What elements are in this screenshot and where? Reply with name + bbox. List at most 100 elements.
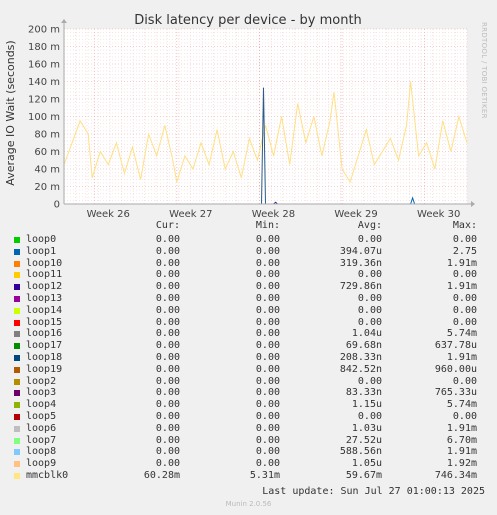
legend-max: 1.91m xyxy=(446,446,477,458)
legend-swatch xyxy=(14,355,20,361)
legend-series-name: loop5 xyxy=(26,411,57,422)
chart: Disk latency per device - by month Avera… xyxy=(4,13,475,220)
legend-series-name: loop10 xyxy=(26,257,63,269)
legend-swatch xyxy=(14,237,20,243)
legend-swatch xyxy=(14,390,20,397)
legend-cur: 0.00 xyxy=(155,411,180,422)
legend-min: 0.00 xyxy=(255,375,280,387)
y-tick-label: 80 m xyxy=(34,130,60,141)
legend-swatch xyxy=(14,319,20,326)
legend-swatch xyxy=(14,414,20,420)
legend-series-name: loop11 xyxy=(26,269,63,281)
legend-swatch xyxy=(14,307,20,314)
legend-min: 0.00 xyxy=(255,340,280,352)
y-tick-label: 40 m xyxy=(34,165,60,176)
legend-series-name: loop9 xyxy=(26,458,57,470)
legend-series-name: loop13 xyxy=(26,293,63,304)
y-tick-label: 0 xyxy=(54,200,60,211)
header-cur: Cur: xyxy=(155,220,180,231)
legend-row: loop9 0.00 0.00 1.05u 1.92m xyxy=(0,458,497,470)
legend-row: loop12 0.00 0.00 729.86n 1.91m xyxy=(0,281,497,293)
legend-min: 0.00 xyxy=(255,446,280,458)
header-avg: Avg: xyxy=(357,220,382,231)
y-tick-label: 160 m xyxy=(28,60,60,71)
legend-swatch xyxy=(14,284,20,291)
legend-min: 0.00 xyxy=(255,245,280,257)
legend-series-name: loop0 xyxy=(26,234,57,245)
legend-series-name: loop12 xyxy=(26,281,63,293)
legend-cur: 0.00 xyxy=(155,293,180,304)
legend-avg: 0.00 xyxy=(357,269,382,281)
legend-cur: 0.00 xyxy=(155,328,180,340)
legend-cur: 0.00 xyxy=(155,304,180,316)
legend-swatch xyxy=(14,378,20,385)
legend-swatch xyxy=(14,473,20,479)
legend-min: 0.00 xyxy=(255,387,280,399)
y-tick-label: 140 m xyxy=(28,77,60,88)
legend-cur: 0.00 xyxy=(155,257,180,269)
x-tick-label: Week 27 xyxy=(169,209,212,220)
y-tick-label: 100 m xyxy=(28,112,60,123)
legend-min: 0.00 xyxy=(255,234,280,245)
legend-avg: 27.52u xyxy=(345,434,382,446)
legend-series-name: loop4 xyxy=(26,399,57,411)
legend-min: 0.00 xyxy=(255,411,280,422)
series-line-mmcblk0 xyxy=(63,81,468,184)
legend-series-name: loop3 xyxy=(26,387,57,399)
legend-row: loop0 0.00 0.00 0.00 0.00 xyxy=(0,234,497,246)
legend-avg: 842.52n xyxy=(339,363,382,375)
legend-avg: 588.56n xyxy=(339,446,382,458)
legend-row: loop18 0.00 0.00 208.33n 1.91m xyxy=(0,352,497,364)
legend-min: 0.00 xyxy=(255,399,280,411)
legend-max: 2.75 xyxy=(452,245,477,257)
legend-swatch xyxy=(14,272,20,279)
legend-avg: 1.15u xyxy=(351,399,382,411)
legend-min: 0.00 xyxy=(255,257,280,269)
legend-min: 0.00 xyxy=(255,422,280,434)
legend-row: loop8 0.00 0.00 588.56n 1.91m xyxy=(0,446,497,458)
legend-max: 1.92m xyxy=(446,458,477,470)
legend-avg: 1.04u xyxy=(351,328,382,340)
legend-max: 0.00 xyxy=(452,316,477,328)
legend-max: 0.00 xyxy=(452,269,477,281)
legend-cur: 0.00 xyxy=(155,269,180,281)
rrdtool-credit: RRDTOOL / TOBI OETIKER xyxy=(480,22,488,119)
legend-max: 746.34m xyxy=(434,470,477,481)
legend-cur: 0.00 xyxy=(155,422,180,434)
legend-series-name: loop15 xyxy=(26,316,63,328)
legend-avg: 69.68n xyxy=(345,340,382,352)
x-tick-label: Week 29 xyxy=(334,209,377,220)
legend-series-name: loop18 xyxy=(26,352,63,363)
legend-cur: 60.28m xyxy=(143,470,180,481)
legend-min: 0.00 xyxy=(255,281,280,293)
legend-min: 0.00 xyxy=(255,304,280,316)
legend-series-name: loop8 xyxy=(26,446,57,458)
legend-min: 0.00 xyxy=(255,363,280,375)
legend-avg: 83.33n xyxy=(345,387,382,399)
legend-avg: 0.00 xyxy=(357,316,382,328)
y-tick-label: 20 m xyxy=(34,182,60,193)
legend-row: loop11 0.00 0.00 0.00 0.00 xyxy=(0,269,497,281)
legend-row: loop6 0.00 0.00 1.03u 1.91m xyxy=(0,423,497,435)
legend-max: 637.78u xyxy=(434,340,477,352)
legend-row: loop5 0.00 0.00 0.00 0.00 xyxy=(0,411,497,423)
legend-avg: 394.07u xyxy=(339,245,382,257)
legend-min: 0.00 xyxy=(255,434,280,446)
legend-cur: 0.00 xyxy=(155,363,180,375)
legend-cur: 0.00 xyxy=(155,352,180,363)
x-tick-label: Week 28 xyxy=(252,209,295,220)
legend-series-name: mmcblk0 xyxy=(26,470,69,481)
legend-swatch xyxy=(14,402,20,409)
legend-max: 0.00 xyxy=(452,304,477,316)
legend-min: 0.00 xyxy=(255,458,280,470)
legend-cur: 0.00 xyxy=(155,316,180,328)
y-axis-label: Average IO Wait (seconds) xyxy=(4,40,17,185)
legend-avg: 729.86n xyxy=(339,281,382,293)
y-tick-label: 120 m xyxy=(28,95,60,106)
legend-swatch xyxy=(14,331,20,338)
legend-series-name: loop17 xyxy=(26,340,63,352)
legend-cur: 0.00 xyxy=(155,434,180,446)
legend-max: 6.70m xyxy=(446,434,477,446)
y-axis-arrow xyxy=(61,19,67,23)
legend-swatch xyxy=(14,449,20,456)
